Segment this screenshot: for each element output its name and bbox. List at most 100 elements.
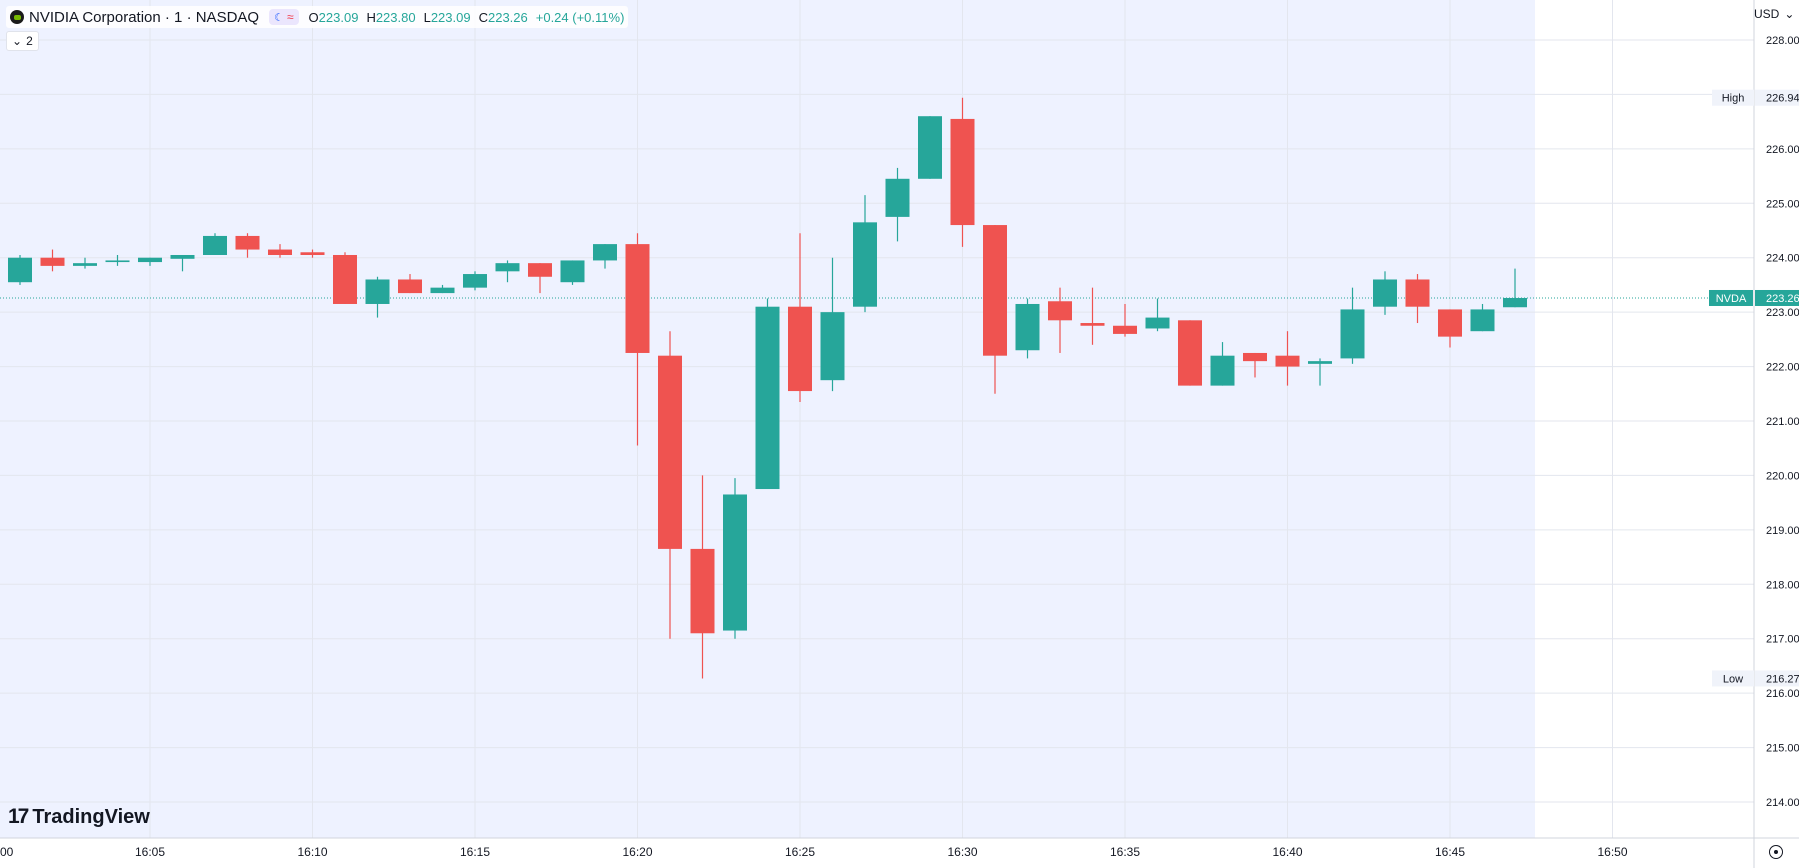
y-tick-label: 222.00 [1766, 362, 1799, 374]
indicators-count: 2 [26, 34, 33, 48]
candle [1178, 320, 1202, 386]
candle-body [528, 263, 552, 277]
candle-body [560, 260, 585, 283]
market-status-badge[interactable]: ☾ ≈ [269, 9, 299, 25]
x-tick-label: 16:30 [947, 845, 977, 859]
candle [235, 233, 260, 258]
ohlc-open: O223.09 [308, 9, 359, 25]
candle-body [1210, 355, 1235, 386]
candle [983, 225, 1007, 394]
candle [365, 276, 390, 318]
nvidia-logo-icon [10, 10, 24, 24]
chart-settings-button[interactable] [1769, 845, 1783, 859]
candle-body [625, 244, 650, 353]
candle-body [593, 244, 617, 261]
candle [73, 257, 97, 269]
candle [690, 475, 715, 679]
x-tick-label: 16:45 [1435, 845, 1465, 859]
candle [430, 284, 455, 294]
y-tick-label: 216.00 [1766, 688, 1799, 700]
candle [560, 260, 585, 285]
brand-name: TradingView [32, 805, 150, 828]
moon-icon: ☾ [274, 11, 284, 24]
candle-body [1015, 303, 1040, 351]
x-tick-label: 00 [0, 845, 14, 859]
candle-body [885, 178, 910, 217]
marker-value-bg [1755, 670, 1799, 687]
currency-button[interactable]: USD ⌄ [1754, 7, 1794, 21]
tradingview-brand[interactable]: 17 TradingView [8, 805, 150, 829]
candle [105, 254, 130, 266]
candle [1243, 352, 1267, 378]
y-tick-label: 225.00 [1766, 198, 1799, 210]
candle [1145, 298, 1170, 332]
x-tick-label: 16:20 [622, 845, 652, 859]
candle-body [73, 263, 97, 266]
x-tick-label: 16:15 [460, 845, 490, 859]
candle-body [820, 312, 845, 381]
tradingview-logo-icon: 17 [8, 805, 29, 828]
marker-value: 226.94 [1766, 93, 1799, 105]
candle-body [268, 249, 292, 255]
currency-label: USD [1754, 7, 1780, 21]
ohlc-high: H223.80 [366, 9, 416, 25]
low-marker: Low 216.27 [1712, 670, 1799, 687]
candle-body [138, 257, 162, 263]
y-tick-label: 220.00 [1766, 470, 1799, 482]
candle-body [950, 118, 975, 226]
candle [950, 97, 975, 247]
candle [885, 167, 910, 242]
candle [918, 116, 942, 179]
candle [1438, 309, 1462, 348]
candle-body [40, 257, 65, 266]
candle [203, 233, 227, 255]
delayed-data-icon: ≈ [286, 10, 294, 24]
chevron-down-icon: ⌄ [1784, 7, 1795, 21]
marker-label-bg [1712, 89, 1754, 106]
ohlc-close: C223.26 [478, 9, 528, 25]
ohlc-low: L223.09 [423, 9, 471, 25]
symbol-badge-bg [1709, 289, 1753, 306]
candle [1015, 298, 1040, 359]
y-tick-label: 214.00 [1766, 797, 1799, 809]
candle-body [1048, 301, 1072, 321]
candle-body [853, 222, 877, 307]
candle [1470, 303, 1495, 332]
candle-body [300, 252, 325, 255]
candle-body [1178, 320, 1202, 386]
candle [1308, 358, 1332, 386]
y-tick-label: 228.00 [1766, 35, 1799, 47]
last-price-value: 223.26 [1766, 293, 1799, 305]
candle [170, 254, 195, 272]
candle-body [1438, 309, 1462, 337]
candle-body [658, 355, 682, 549]
candle-body [1145, 317, 1170, 329]
y-tick-label: 221.00 [1766, 416, 1799, 428]
candle [463, 271, 487, 291]
candle [1373, 271, 1397, 315]
candle-body [1373, 279, 1397, 307]
candle-body [1080, 323, 1105, 326]
y-tick-label: 226.00 [1766, 144, 1799, 156]
candle [625, 233, 650, 446]
symbol-title[interactable]: NVIDIA Corporation · 1 · NASDAQ [29, 8, 260, 26]
marker-label: High [1722, 93, 1745, 105]
candle-body [1340, 309, 1365, 359]
y-tick-label: 218.00 [1766, 579, 1799, 591]
candle-body [1308, 361, 1332, 364]
candle [1340, 287, 1365, 364]
candle [593, 244, 617, 269]
candle-body [333, 254, 357, 304]
indicators-toggle-button[interactable]: ⌄ 2 [6, 31, 39, 51]
candle-body [1503, 297, 1527, 308]
candle [1275, 331, 1300, 386]
candle-body [755, 306, 780, 490]
candle [1210, 342, 1235, 386]
x-tick-label: 16:05 [135, 845, 165, 859]
symbol-legend: NVIDIA Corporation · 1 · NASDAQ ☾ ≈ O223… [6, 6, 629, 28]
candle [1503, 268, 1527, 308]
candle-body [170, 254, 195, 259]
high-marker: High 226.94 [1712, 89, 1799, 106]
candle [333, 252, 357, 304]
